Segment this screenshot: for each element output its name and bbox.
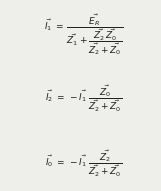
Text: $\vec{I_1}\; =\; \dfrac{\vec{E_R}}{\vec{Z_1}+\dfrac{\vec{Z_2}\,\vec{Z_0}}{\vec{Z: $\vec{I_1}\; =\; \dfrac{\vec{E_R}}{\vec{…	[44, 12, 123, 57]
Text: $\vec{I_2}\; =\; -\vec{I_1}\; \dfrac{\vec{Z_0}}{\vec{Z_2}+\vec{Z_0}}$: $\vec{I_2}\; =\; -\vec{I_1}\; \dfrac{\ve…	[45, 84, 122, 114]
Text: $\vec{I_0}\; =\; -\vec{I_1}\; \dfrac{\vec{Z_2}}{\vec{Z_2}+\vec{Z_0}}$: $\vec{I_0}\; =\; -\vec{I_1}\; \dfrac{\ve…	[45, 149, 122, 179]
